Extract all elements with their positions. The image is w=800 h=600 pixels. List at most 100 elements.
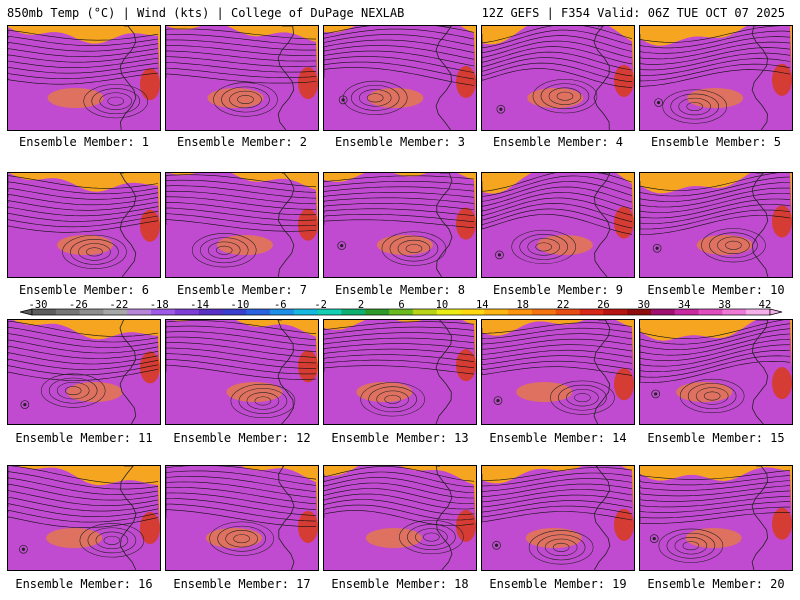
ensemble-member-label: Ensemble Member: 5 [650, 135, 782, 149]
warm-anomaly [614, 508, 634, 541]
coastline [278, 466, 295, 570]
warm-anomaly [298, 510, 318, 543]
temperature-band [640, 320, 792, 424]
temperature-band [324, 320, 476, 424]
circulation-contour [703, 391, 721, 401]
color-swatch [222, 309, 247, 315]
wind-streamline [166, 196, 316, 210]
wind-streamline [482, 214, 633, 235]
color-swatch [460, 309, 485, 315]
wind-streamline [324, 219, 475, 229]
circulation-contour [423, 532, 440, 542]
wind-streamline [640, 69, 791, 87]
wind-streamline [640, 501, 791, 513]
wind-streamline [8, 41, 159, 52]
scale-tick-label: 10 [436, 299, 449, 311]
wind-streamline [482, 35, 633, 54]
wind-streamline [640, 215, 791, 235]
circulation-contour [229, 90, 262, 109]
circulation-contour [87, 527, 137, 554]
ensemble-member-map [165, 319, 319, 425]
ensemble-member-label: Ensemble Member: 1 [18, 135, 150, 149]
scale-tick-label: 6 [398, 299, 404, 311]
circulation-contour [95, 531, 129, 550]
color-swatch [79, 309, 104, 315]
wind-streamline [640, 173, 779, 191]
model-run-info: 12Z GEFS | F354 Valid: 06Z TUE OCT 07 20… [481, 6, 785, 20]
circulation-contour [674, 537, 708, 555]
wind-streamline [324, 50, 475, 67]
wind-streamline [8, 175, 159, 189]
circulation-contour [544, 538, 578, 557]
circulation-contour [666, 532, 716, 559]
wind-streamline [166, 509, 316, 527]
wind-streamline [324, 488, 475, 504]
warm-anomaly [676, 382, 733, 402]
wind-streamline [640, 26, 782, 43]
temperature-band [482, 173, 634, 277]
wind-streamline [482, 467, 633, 481]
ensemble-member-label: Ensemble Member: 3 [334, 135, 466, 149]
temperature-band [8, 27, 160, 130]
wind-streamline [8, 181, 159, 195]
temperature-band [324, 466, 476, 570]
wind-streamline [8, 516, 159, 528]
wind-streamline [8, 496, 159, 512]
wind-streamline [166, 498, 317, 516]
wind-streamline [324, 56, 475, 73]
color-swatch [698, 309, 723, 315]
circulation-center [340, 243, 344, 248]
color-swatch [198, 309, 223, 315]
wind-streamline [8, 326, 159, 343]
circulation-contour [511, 229, 576, 265]
wind-streamline [324, 510, 475, 526]
scale-tick-label: -22 [109, 299, 128, 311]
ensemble-member-map [323, 25, 477, 131]
circulation-contour [492, 540, 501, 550]
wind-streamline [640, 323, 791, 345]
circulation-center [496, 398, 500, 403]
wind-streamline [482, 68, 633, 88]
wind-streamline [482, 181, 633, 202]
coastline [435, 466, 453, 570]
wind-streamline [640, 328, 791, 351]
circulation-contour [540, 83, 590, 110]
circulation-contour [682, 541, 700, 551]
warm-anomaly [66, 382, 123, 402]
scale-tick-label: 26 [597, 299, 610, 311]
wind-streamline [8, 466, 159, 484]
ensemble-member-label: Ensemble Member: 15 [647, 431, 785, 445]
wind-streamline [324, 39, 475, 53]
warm-anomaly [685, 528, 742, 548]
wind-streamline [166, 201, 317, 216]
wind-streamline [324, 321, 475, 331]
color-swatch [32, 309, 57, 315]
scale-tick-label: 14 [476, 299, 489, 311]
circulation-contour [679, 378, 745, 414]
circulation-center [21, 547, 26, 551]
wind-streamline [482, 483, 633, 498]
circulation-contour [78, 243, 111, 261]
wind-streamline [166, 219, 317, 232]
circulation-contour [368, 386, 417, 413]
wind-streamline [324, 493, 475, 510]
wind-streamline [640, 198, 791, 219]
circulation-contour [191, 233, 257, 268]
wind-streamline [8, 358, 159, 370]
wind-streamline [640, 47, 791, 65]
circulation-contour [237, 95, 254, 104]
wind-streamline [482, 333, 633, 345]
circulation-contour [83, 84, 149, 119]
temperature-band [8, 173, 160, 277]
wind-streamline [166, 50, 317, 62]
wind-streamline [482, 208, 633, 229]
wind-streamline [324, 186, 475, 192]
wind-streamline [166, 358, 317, 375]
wind-streamline [640, 512, 790, 524]
wind-streamline [482, 40, 633, 59]
circulation-center [654, 392, 658, 396]
circulation-contour [389, 235, 439, 262]
coastline [593, 173, 611, 277]
circulation-contour [337, 241, 347, 250]
wind-streamline [482, 355, 633, 366]
